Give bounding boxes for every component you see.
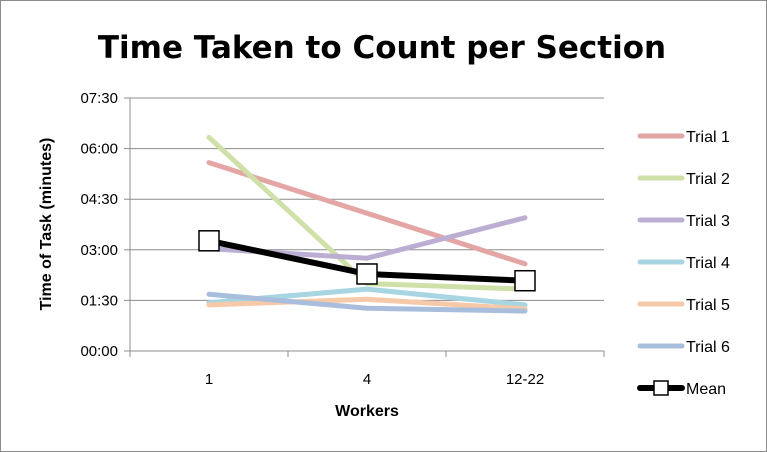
mean-marker <box>356 263 378 285</box>
series-line-trial-5 <box>206 296 528 312</box>
legend-label: Mean <box>686 381 726 398</box>
axes <box>124 97 605 357</box>
legend-label: Trial 6 <box>686 339 730 356</box>
legend: Trial 1 Trial 2 Trial 3 Trial 4 Trial 5 Trial… <box>637 129 730 398</box>
y-tick-label: 01:30 <box>80 292 118 309</box>
legend-label: Trial 1 <box>686 129 730 146</box>
x-tick-label: 12-22 <box>506 371 544 388</box>
x-tick-label: 4 <box>363 371 371 388</box>
x-tick-label: 1 <box>205 371 213 388</box>
y-tick-label: 03:00 <box>80 242 118 259</box>
mean-marker <box>514 269 536 292</box>
chart-title: Time Taken to Count per Section <box>98 30 666 66</box>
legend-label: Trial 2 <box>686 171 730 188</box>
legend-label: Trial 5 <box>686 297 730 314</box>
x-tick-labels: 1 4 12-22 <box>205 371 544 388</box>
y-tick-label: 04:30 <box>80 191 118 208</box>
mean-marker <box>198 230 220 252</box>
legend-mean-marker <box>653 380 669 396</box>
series-line-trial-6 <box>206 291 528 314</box>
series-lines <box>198 134 536 314</box>
y-tick-label: 07:30 <box>80 90 118 107</box>
y-tick-labels: 00:00 01:30 03:00 04:30 06:00 07:30 <box>80 90 118 360</box>
y-tick-label: 00:00 <box>80 343 118 360</box>
series-line-trial-1 <box>206 160 528 267</box>
y-axis-title: Time of Task (minutes) <box>38 138 55 311</box>
legend-label: Trial 3 <box>686 213 730 230</box>
x-axis-title: Workers <box>335 403 399 420</box>
legend-label: Trial 4 <box>686 255 730 272</box>
y-tick-label: 06:00 <box>80 141 118 158</box>
